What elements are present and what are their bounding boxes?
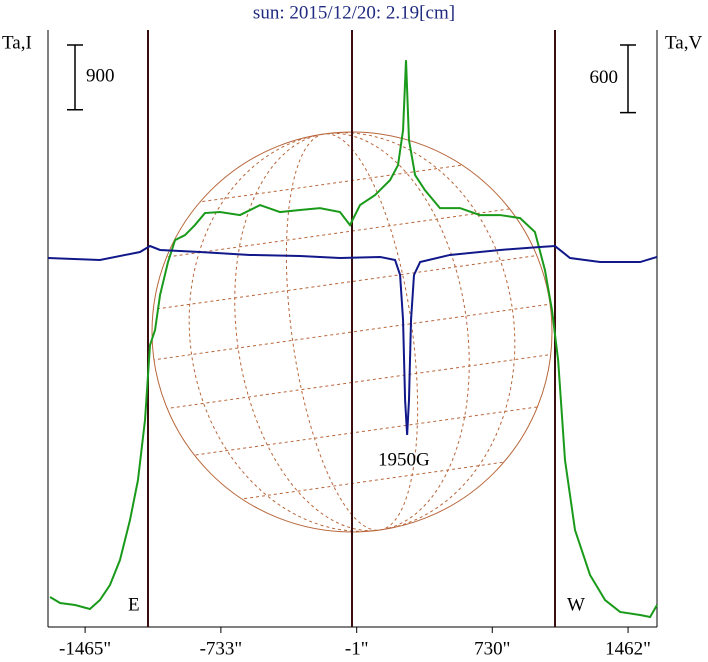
scale-bar-label: 600 bbox=[590, 67, 619, 88]
x-tick-label: -1465" bbox=[59, 638, 111, 659]
annotation: 1950G bbox=[378, 449, 430, 470]
annotation: E bbox=[128, 594, 140, 615]
scale-bar bbox=[67, 44, 83, 111]
scale-bar-label: 900 bbox=[86, 66, 115, 87]
series-line bbox=[49, 60, 658, 619]
x-tick-label: -733" bbox=[200, 638, 243, 659]
limb-lines bbox=[147, 30, 556, 627]
annotation: W bbox=[567, 594, 585, 615]
series-line bbox=[47, 244, 658, 436]
x-tick-label: -1" bbox=[345, 638, 369, 659]
y2-axis-label: Ta,V bbox=[665, 32, 702, 53]
x-tick-label: 1462" bbox=[605, 638, 651, 659]
solar-disk bbox=[131, 131, 578, 533]
x-tick-label: 730" bbox=[474, 638, 510, 659]
scale-bar bbox=[620, 44, 636, 114]
y-axis-label: Ta,I bbox=[2, 32, 32, 53]
chart-title: sun: 2015/12/20: 2.19[cm] bbox=[253, 2, 455, 23]
